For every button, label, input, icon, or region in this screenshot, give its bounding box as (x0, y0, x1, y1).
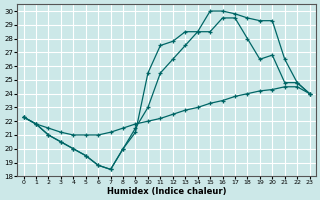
X-axis label: Humidex (Indice chaleur): Humidex (Indice chaleur) (107, 187, 226, 196)
